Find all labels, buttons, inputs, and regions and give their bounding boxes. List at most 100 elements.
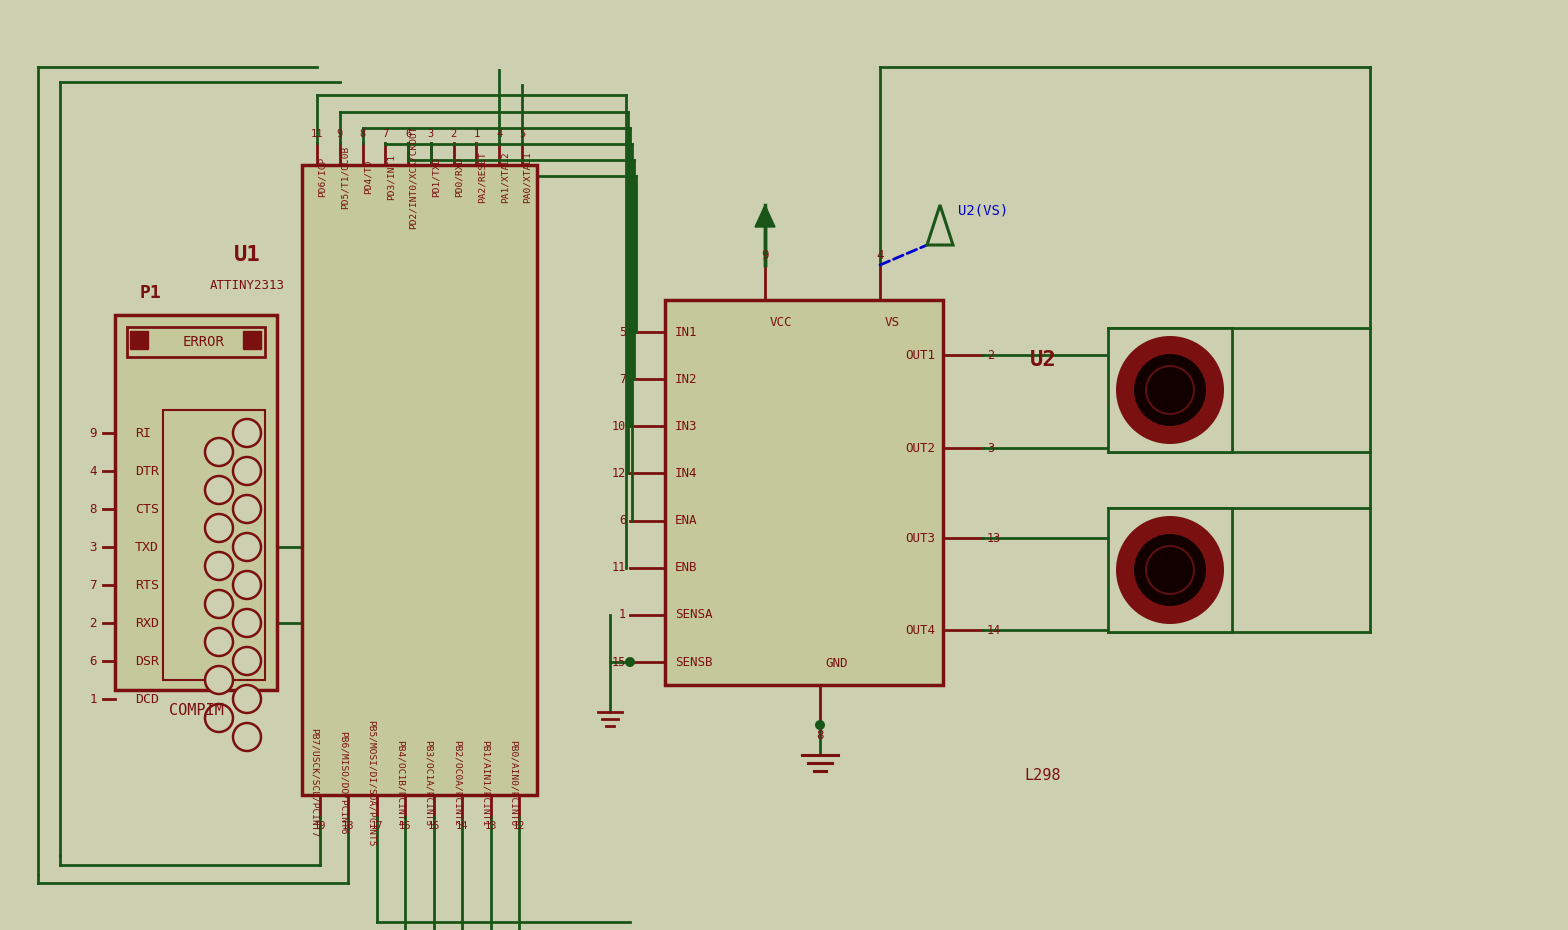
Circle shape	[205, 438, 234, 466]
Bar	[114, 315, 278, 690]
Text: 4: 4	[495, 129, 502, 139]
Circle shape	[234, 647, 260, 675]
Text: OUT4: OUT4	[905, 623, 935, 636]
Bar	[1109, 508, 1232, 632]
Text: PD3/INT1: PD3/INT1	[386, 154, 395, 200]
Text: CTS: CTS	[135, 502, 158, 515]
Text: 12: 12	[513, 821, 525, 831]
Polygon shape	[927, 205, 953, 245]
Circle shape	[234, 533, 260, 561]
Text: 9: 9	[89, 427, 97, 440]
Text: 3: 3	[428, 129, 434, 139]
Text: 13: 13	[986, 532, 1002, 544]
Bar	[665, 300, 942, 685]
Text: PB4/OC1B/PCINT4: PB4/OC1B/PCINT4	[395, 740, 405, 826]
Text: U1: U1	[234, 245, 260, 265]
Text: 1: 1	[619, 608, 626, 621]
Text: PB7/USCK/SCL/PCINT7: PB7/USCK/SCL/PCINT7	[310, 728, 318, 838]
Text: VCC: VCC	[770, 315, 792, 328]
Text: 10: 10	[612, 419, 626, 432]
Text: P1: P1	[140, 284, 162, 302]
Circle shape	[205, 514, 234, 542]
Text: ATTINY2313: ATTINY2313	[210, 278, 284, 291]
Circle shape	[1116, 516, 1225, 624]
Text: RI: RI	[135, 427, 151, 440]
Text: PD5/T1/OC0B: PD5/T1/OC0B	[340, 145, 350, 208]
Text: PB1/AIN1/PCINT1: PB1/AIN1/PCINT1	[480, 740, 489, 826]
Text: PB0/AIN0/PCINT0: PB0/AIN0/PCINT0	[510, 740, 517, 826]
Text: 14: 14	[986, 623, 1002, 636]
Text: GND: GND	[825, 657, 847, 670]
Text: PA2/RESET: PA2/RESET	[477, 152, 486, 203]
Text: ENB: ENB	[674, 561, 698, 574]
Text: 8: 8	[89, 502, 97, 515]
Circle shape	[205, 628, 234, 656]
Bar	[130, 331, 147, 349]
Text: 5: 5	[619, 326, 626, 339]
Text: 8: 8	[817, 728, 823, 741]
Text: 6: 6	[89, 655, 97, 668]
Text: OUT1: OUT1	[905, 349, 935, 362]
Text: PA0/XTAL1: PA0/XTAL1	[524, 152, 532, 203]
Text: PD2/INT0/XCK/CKOUT: PD2/INT0/XCK/CKOUT	[409, 126, 419, 229]
Text: 17: 17	[370, 821, 383, 831]
Circle shape	[205, 666, 234, 694]
Text: 4: 4	[877, 248, 884, 261]
Circle shape	[234, 723, 260, 751]
Text: OUT3: OUT3	[905, 532, 935, 544]
Text: PB6/MISO/DO/PCINT6: PB6/MISO/DO/PCINT6	[339, 731, 348, 835]
Text: PB5/MOSI/DI/SDA/PCINT5: PB5/MOSI/DI/SDA/PCINT5	[367, 720, 376, 846]
Text: 6: 6	[619, 514, 626, 527]
Text: 3: 3	[986, 442, 994, 455]
Bar	[163, 410, 265, 680]
Circle shape	[815, 720, 825, 730]
Circle shape	[1146, 546, 1193, 594]
Text: DTR: DTR	[135, 464, 158, 477]
Text: 7: 7	[89, 578, 97, 591]
Circle shape	[234, 457, 260, 485]
Text: PB3/OC1A/PCINT3: PB3/OC1A/PCINT3	[423, 740, 433, 826]
Text: DCD: DCD	[135, 693, 158, 706]
Text: PD0/RXD: PD0/RXD	[455, 157, 464, 197]
Text: 1: 1	[474, 129, 480, 139]
Text: 3: 3	[89, 540, 97, 553]
Circle shape	[626, 657, 635, 667]
Text: 14: 14	[456, 821, 469, 831]
Bar	[243, 331, 260, 349]
Text: RTS: RTS	[135, 578, 158, 591]
Text: VS: VS	[884, 315, 900, 328]
Text: ENA: ENA	[674, 514, 698, 527]
Text: 15: 15	[612, 656, 626, 669]
Text: PD1/TXD: PD1/TXD	[431, 157, 441, 197]
Text: 2: 2	[89, 617, 97, 630]
Text: 16: 16	[398, 821, 411, 831]
Text: 12: 12	[612, 467, 626, 480]
Text: DSR: DSR	[135, 655, 158, 668]
Text: 5: 5	[519, 129, 525, 139]
Text: PB2/OC0A/PCINT2: PB2/OC0A/PCINT2	[452, 740, 461, 826]
Text: COMPIM: COMPIM	[169, 702, 223, 718]
Text: 7: 7	[619, 373, 626, 386]
Circle shape	[205, 552, 234, 580]
Circle shape	[1134, 534, 1206, 606]
Text: 15: 15	[428, 821, 441, 831]
Text: 11: 11	[612, 561, 626, 574]
Circle shape	[1146, 366, 1193, 414]
Text: 6: 6	[405, 129, 411, 139]
Text: 2: 2	[450, 129, 456, 139]
Text: 19: 19	[314, 821, 326, 831]
Text: 18: 18	[342, 821, 354, 831]
Circle shape	[205, 704, 234, 732]
Text: TXD: TXD	[135, 540, 158, 553]
Text: IN1: IN1	[674, 326, 698, 339]
Polygon shape	[756, 205, 775, 227]
Text: OUT2: OUT2	[905, 442, 935, 455]
Text: IN3: IN3	[674, 419, 698, 432]
Circle shape	[1116, 336, 1225, 444]
Bar	[127, 327, 265, 357]
Text: IN2: IN2	[674, 373, 698, 386]
Text: 9: 9	[760, 248, 768, 261]
Text: RXD: RXD	[135, 617, 158, 630]
Text: ERROR: ERROR	[183, 335, 224, 349]
Circle shape	[1134, 354, 1206, 426]
